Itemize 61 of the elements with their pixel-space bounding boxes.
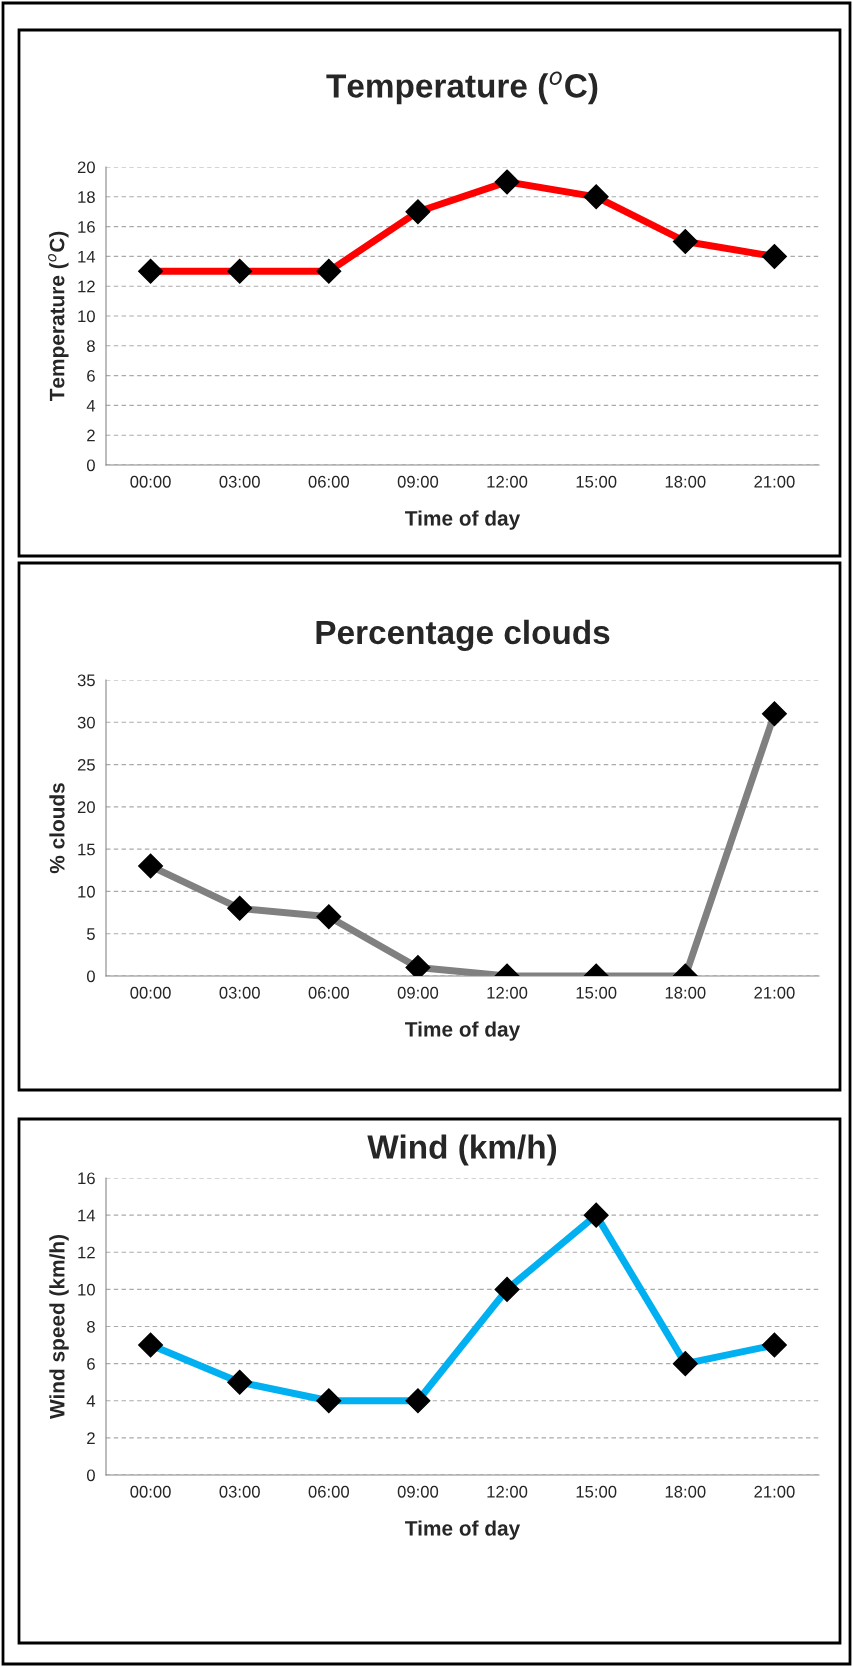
x-tick-label: 03:00: [219, 1485, 260, 1498]
y-tick-label: 0: [86, 970, 95, 983]
x-axis-title: Time of day: [405, 1021, 521, 1041]
x-tick-label: 12:00: [487, 1485, 528, 1498]
y-tick-label: 14: [78, 1209, 96, 1222]
x-tick-label: 21:00: [754, 1485, 795, 1498]
y-tick-label: 2: [87, 1432, 95, 1444]
chart-title: Temperature ($^{o}$C): [326, 71, 598, 105]
x-axis-title: Time of day: [405, 1520, 521, 1540]
y-tick-label: 10: [78, 310, 95, 323]
y-tick-label: 16: [78, 1172, 95, 1185]
x-tick-label: 06:00: [308, 475, 350, 488]
x-tick-label: 09:00: [397, 1485, 439, 1498]
x-tick-label: 21:00: [754, 986, 795, 999]
y-tick-label: 20: [77, 161, 95, 174]
y-tick-label: 0: [86, 459, 95, 472]
y-tick-label: 0: [86, 1469, 95, 1482]
y-axis-title: % clouds: [49, 783, 65, 874]
x-tick-label: 09:00: [397, 475, 439, 488]
y-tick-label: 4: [86, 1395, 96, 1407]
x-tick-label: 03:00: [219, 475, 260, 488]
x-tick-label: 06:00: [308, 986, 350, 999]
y-tick-label: 14: [78, 250, 96, 263]
x-tick-label: 06:00: [308, 1485, 350, 1498]
x-tick-label: 09:00: [397, 986, 439, 999]
y-axis-title: Temperature ($^{o}$C): [48, 231, 69, 402]
x-tick-label: 18:00: [665, 1485, 706, 1498]
y-tick-label: 10: [78, 885, 95, 898]
y-axis-title: Wind speed (km/h): [49, 1235, 69, 1419]
x-tick-label: 15:00: [576, 475, 617, 488]
y-tick-label: 15: [78, 843, 95, 856]
x-tick-label: 15:00: [576, 986, 617, 999]
y-tick-label: 12: [78, 280, 95, 293]
y-tick-label: 16: [78, 221, 95, 233]
y-tick-label: 8: [87, 1320, 95, 1333]
y-tick-label: 12: [78, 1246, 95, 1259]
y-tick-label: 5: [86, 928, 95, 940]
y-tick-label: 35: [77, 674, 95, 687]
x-tick-label: 21:00: [754, 475, 795, 488]
y-tick-label: 30: [77, 716, 95, 729]
y-tick-label: 10: [78, 1283, 95, 1296]
x-tick-label: 18:00: [665, 475, 706, 488]
y-tick-label: 6: [87, 1358, 95, 1370]
x-tick-label: 18:00: [665, 986, 706, 999]
chart-title: Wind (km/h): [367, 1134, 557, 1166]
y-tick-label: 6: [87, 370, 95, 382]
y-tick-label: 8: [87, 340, 95, 352]
chart-title: Percentage clouds: [316, 619, 610, 651]
y-tick-label: 2: [87, 429, 95, 442]
y-tick-label: 20: [77, 801, 95, 814]
x-tick-label: 00:00: [130, 475, 171, 488]
x-tick-label: 03:00: [219, 986, 260, 999]
y-tick-label: 4: [86, 399, 96, 412]
x-tick-label: 12:00: [487, 986, 528, 999]
x-tick-label: 00:00: [130, 986, 171, 999]
x-axis-title: Time of day: [405, 510, 521, 530]
x-tick-label: 12:00: [487, 475, 528, 488]
x-tick-label: 15:00: [576, 1485, 617, 1498]
y-tick-label: 25: [77, 758, 95, 771]
y-tick-label: 18: [78, 191, 95, 203]
x-tick-label: 00:00: [130, 1485, 171, 1498]
